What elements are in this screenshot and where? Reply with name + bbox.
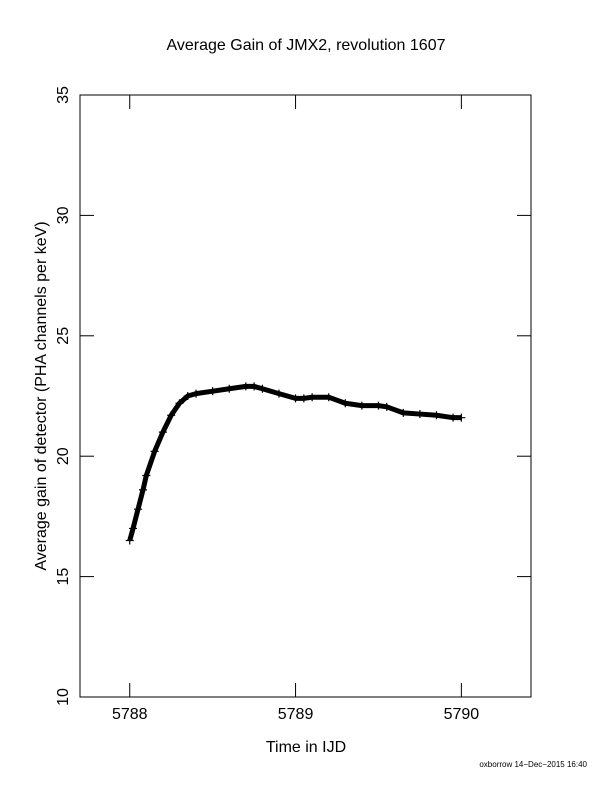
data-point xyxy=(158,428,167,437)
x-tick-label: 5790 xyxy=(444,706,480,723)
data-point xyxy=(432,411,441,420)
data-point xyxy=(291,394,300,403)
plot-frame xyxy=(79,94,532,698)
y-tick-label: 35 xyxy=(55,86,72,104)
data-point xyxy=(299,394,308,403)
data-point xyxy=(134,505,143,514)
y-tick-label: 20 xyxy=(55,447,72,465)
data-point xyxy=(167,411,176,420)
data-point xyxy=(175,399,184,408)
data-point xyxy=(139,485,148,494)
data-point xyxy=(374,401,383,410)
data-point xyxy=(258,384,267,393)
data-point xyxy=(150,447,159,456)
data-point xyxy=(250,382,259,391)
data-point xyxy=(399,408,408,417)
data-point xyxy=(357,401,366,410)
data-point xyxy=(129,524,138,533)
data-point xyxy=(225,384,234,393)
data-line xyxy=(127,383,462,542)
data-point xyxy=(274,389,283,398)
y-axis-label: Average gain of detector (PHA channels p… xyxy=(33,221,50,570)
data-point xyxy=(142,471,151,480)
data-point xyxy=(449,413,458,422)
data-point xyxy=(241,382,250,391)
y-tick-label: 30 xyxy=(55,206,72,224)
x-axis-label: Time in IJD xyxy=(266,739,346,756)
data-point xyxy=(308,393,317,402)
data-point xyxy=(341,399,350,408)
footer: oxborrow 14−Dec−2015 16:40 xyxy=(479,760,587,769)
data-point xyxy=(324,393,333,402)
data-point xyxy=(208,387,217,396)
data-point xyxy=(382,402,391,411)
y-tick-label: 25 xyxy=(55,327,72,345)
y-tick-label: 15 xyxy=(55,568,72,586)
x-tick-label: 5788 xyxy=(112,706,148,723)
data-point xyxy=(183,392,192,400)
data-point xyxy=(415,410,424,419)
data-point xyxy=(192,389,201,398)
x-tick-label: 5789 xyxy=(278,706,314,723)
y-tick-label: 10 xyxy=(55,688,72,706)
data-point xyxy=(457,413,466,422)
data-point xyxy=(125,536,134,545)
chart-title: Average Gain of JMX2, revolution 1607 xyxy=(167,37,446,54)
